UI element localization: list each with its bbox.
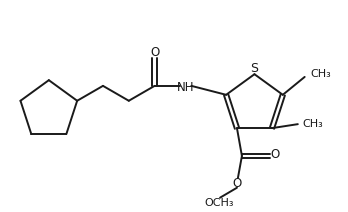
Text: NH: NH [177,81,195,94]
Text: O: O [232,177,242,190]
Text: OCH₃: OCH₃ [204,198,234,208]
Text: CH₃: CH₃ [310,69,331,79]
Text: S: S [251,62,259,75]
Text: O: O [150,46,159,59]
Text: O: O [271,148,280,162]
Text: CH₃: CH₃ [303,119,324,129]
